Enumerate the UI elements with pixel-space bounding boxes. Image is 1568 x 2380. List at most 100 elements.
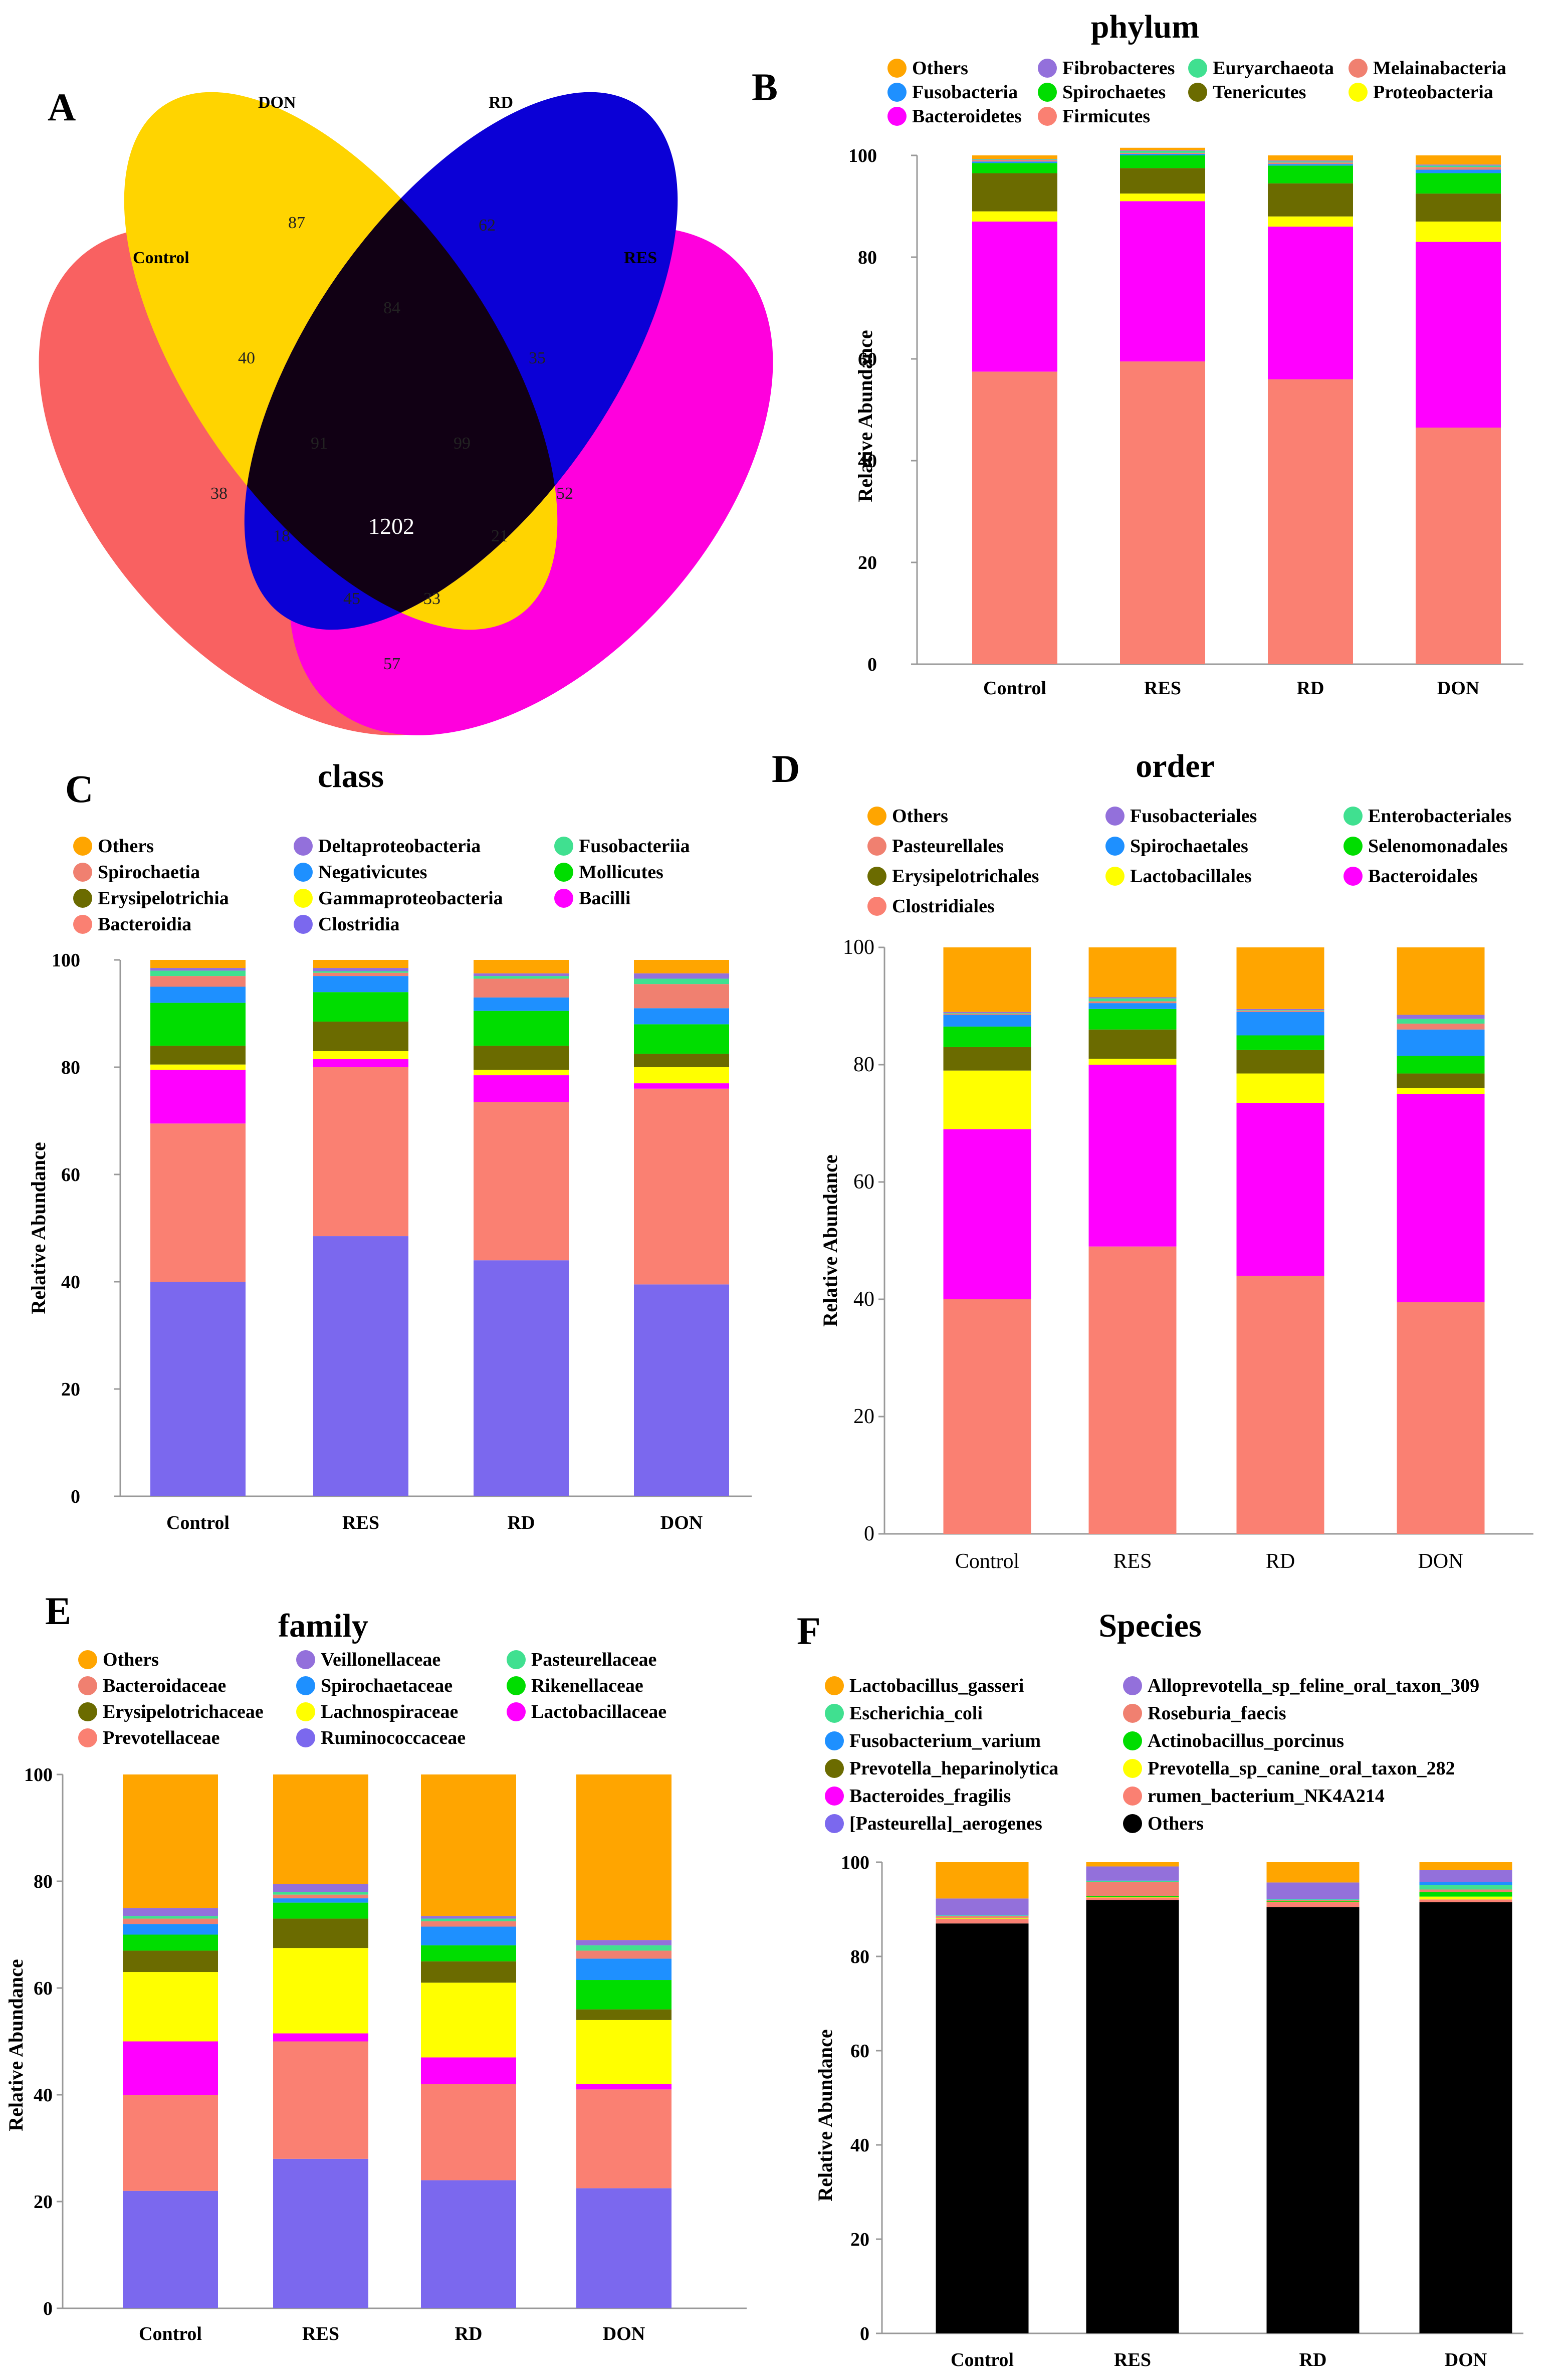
bar-segment xyxy=(474,1075,569,1102)
bar-segment xyxy=(421,1916,516,1919)
bar-segment xyxy=(150,1003,246,1046)
bar-segment xyxy=(1397,1073,1485,1088)
legend-swatch xyxy=(294,889,313,908)
bar-segment xyxy=(972,155,1057,159)
legend-entry: [Pasteurella]_aerogenes xyxy=(849,1813,1042,1834)
y-tick-label: 100 xyxy=(841,1852,869,1873)
bar-segment xyxy=(313,971,408,973)
bar-segment xyxy=(576,2084,671,2090)
bar-segment xyxy=(1088,947,1177,998)
bar-segment xyxy=(1120,150,1205,151)
bar-segment xyxy=(943,1299,1031,1534)
legend-entry: Clostridiales xyxy=(892,896,995,917)
venn-label-rd: RD xyxy=(489,93,513,112)
venn-label-control: Control xyxy=(133,249,189,267)
bar-segment xyxy=(1397,1302,1485,1534)
chart-title: order xyxy=(1136,748,1215,784)
bar-segment xyxy=(943,1013,1031,1014)
bar-segment xyxy=(421,2084,516,2180)
bar-segment xyxy=(273,2041,368,2159)
bar-segment xyxy=(943,1012,1031,1014)
bar-segment xyxy=(1236,1009,1324,1011)
bar-segment xyxy=(150,968,246,971)
bar-segment xyxy=(1120,361,1205,664)
chart-title: phylum xyxy=(1091,9,1199,45)
bar-segment xyxy=(576,2089,671,2189)
bar-segment xyxy=(1086,1862,1179,1867)
bar-segment xyxy=(1236,1050,1324,1074)
venn-count-all: 1202 xyxy=(368,513,414,539)
legend-entry: Prevotella_sp_canine_oral_taxon_282 xyxy=(1148,1758,1455,1779)
legend-entry: Fibrobacteres xyxy=(1062,58,1175,79)
bar-segment xyxy=(1120,201,1205,362)
bar-segment xyxy=(1086,1881,1179,1882)
y-tick-label: 60 xyxy=(850,2041,869,2062)
bar-segment xyxy=(576,2020,671,2084)
legend-swatch xyxy=(1105,807,1125,826)
legend-entry: Others xyxy=(912,58,968,79)
legend-swatch xyxy=(507,1676,526,1695)
legend-entry: Pasteurellaceae xyxy=(531,1649,656,1670)
y-axis-label: Relative Abundance xyxy=(27,1142,50,1314)
legend-entry: rumen_bacterium_NK4A214 xyxy=(1148,1786,1385,1807)
legend-entry: Negativicutes xyxy=(318,862,427,883)
x-tick-label: Control xyxy=(951,2349,1014,2370)
legend-swatch xyxy=(1038,83,1057,102)
legend-entry: Fusobacteria xyxy=(912,82,1018,103)
bar-segment xyxy=(123,1924,218,1935)
venn-count: 40 xyxy=(238,349,255,367)
x-tick-label: RES xyxy=(342,1512,379,1533)
y-tick-label: 40 xyxy=(853,1288,874,1311)
bar-segment xyxy=(1086,1896,1179,1897)
legend-swatch xyxy=(507,1702,526,1721)
y-tick-label: 60 xyxy=(61,1164,80,1185)
y-tick-label: 40 xyxy=(61,1272,80,1293)
legend-swatch xyxy=(825,1814,844,1833)
legend-swatch xyxy=(1105,867,1125,886)
bar-segment xyxy=(1120,150,1205,153)
y-tick-label: 60 xyxy=(853,1170,874,1194)
bar-segment xyxy=(1236,1012,1324,1036)
bar-segment xyxy=(936,1898,1029,1915)
bar-segment xyxy=(1397,1029,1485,1056)
bar-segment xyxy=(313,1022,408,1051)
y-tick-label: 0 xyxy=(864,1522,874,1545)
venn-count: 91 xyxy=(311,434,328,453)
legend-entry: Erysipelotrichaceae xyxy=(103,1701,264,1722)
legend-entry: Fusobacteriales xyxy=(1130,806,1257,827)
y-tick-label: 80 xyxy=(34,1871,53,1892)
legend-entry: Ruminococcaceae xyxy=(321,1727,466,1748)
bar-segment xyxy=(1397,1015,1485,1019)
legend-swatch xyxy=(296,1676,315,1695)
legend-swatch xyxy=(1123,1704,1142,1723)
bar-segment xyxy=(943,1014,1031,1015)
x-tick-label: RES xyxy=(1113,1550,1152,1573)
bar-segment xyxy=(474,1070,569,1076)
y-tick-label: 20 xyxy=(34,2192,53,2213)
panel-label: D xyxy=(772,747,800,790)
bar-segment xyxy=(1086,1900,1179,2333)
y-tick-label: 40 xyxy=(850,2135,869,2156)
bar-segment xyxy=(421,2180,516,2308)
legend-swatch xyxy=(78,1728,97,1747)
bar-segment xyxy=(943,1026,1031,1047)
bar-segment xyxy=(576,1980,671,2010)
bar-segment xyxy=(474,1260,569,1496)
legend-entry: Roseburia_faecis xyxy=(1148,1703,1286,1724)
bar-segment xyxy=(1236,1010,1324,1011)
bar-segment xyxy=(1419,1896,1512,1900)
bar-segment xyxy=(123,1916,218,1919)
venn-count: 45 xyxy=(343,589,360,608)
bar-segment xyxy=(273,1898,368,1903)
bar-segment xyxy=(1088,1246,1177,1534)
venn-count: 52 xyxy=(556,484,573,503)
y-tick-label: 20 xyxy=(858,552,877,573)
legend-swatch xyxy=(296,1650,315,1669)
legend-swatch xyxy=(73,837,92,856)
bar-segment xyxy=(972,159,1057,160)
bar-segment xyxy=(1416,428,1501,664)
venn-label-res: RES xyxy=(624,249,657,267)
bar-segment xyxy=(474,997,569,1011)
